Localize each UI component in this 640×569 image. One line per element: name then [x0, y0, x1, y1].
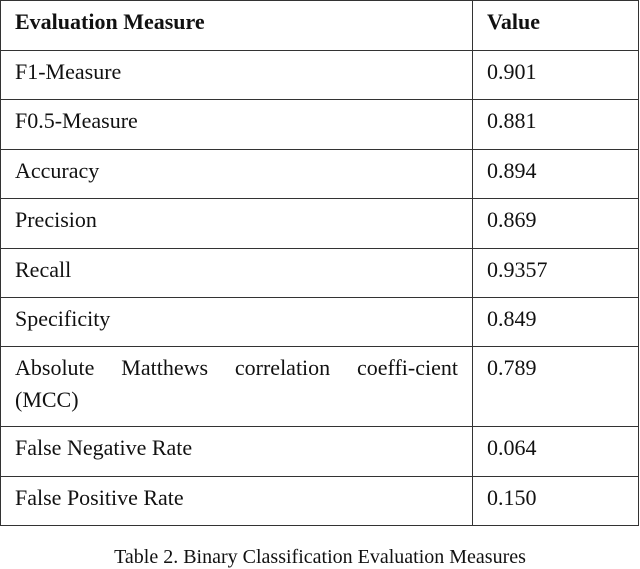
value-cell: 0.064	[472, 426, 639, 477]
table-caption: Table 2. Binary Classification Evaluatio…	[114, 546, 526, 568]
table-row: False Positive Rate 0.150	[0, 475, 639, 527]
measure-cell: Specificity	[0, 296, 473, 348]
measure-cell: Absolute Matthews correlation coeffi-cie…	[0, 346, 473, 428]
measure-cell: Accuracy	[0, 148, 473, 200]
measure-cell: F0.5-Measure	[0, 99, 473, 150]
value-cell: 0.9357	[472, 247, 639, 298]
value-cell: 0.901	[472, 49, 639, 101]
value-cell: 0.881	[472, 99, 639, 150]
value-cell: 0.894	[472, 148, 639, 200]
table-row: Specificity 0.849	[0, 296, 639, 348]
evaluation-table: Evaluation Measure Value F1-Measure 0.901…	[0, 0, 639, 527]
table-row: Recall 0.9357	[0, 247, 639, 298]
measure-cell: Recall	[0, 247, 473, 298]
measure-cell: F1-Measure	[0, 49, 473, 101]
header-row: Evaluation Measure Value	[0, 0, 639, 51]
table-row: False Negative Rate 0.064	[0, 426, 639, 477]
value-cell: 0.150	[472, 475, 639, 527]
table-row: Accuracy 0.894	[0, 148, 639, 200]
header-cell: Evaluation Measure	[0, 0, 473, 51]
value-cell: 0.789	[472, 346, 639, 428]
table-row: Absolute Matthews correlation coeffi-cie…	[0, 346, 639, 428]
measure-cell: False Negative Rate	[0, 426, 473, 477]
table-row: F1-Measure 0.901	[0, 49, 639, 101]
header-cell: Value	[472, 0, 639, 51]
value-cell: 0.849	[472, 296, 639, 348]
table-row: F0.5-Measure 0.881	[0, 99, 639, 150]
value-cell: 0.869	[472, 198, 639, 249]
measure-cell: Precision	[0, 198, 473, 249]
measure-cell: False Positive Rate	[0, 475, 473, 527]
table-row: Precision 0.869	[0, 198, 639, 249]
